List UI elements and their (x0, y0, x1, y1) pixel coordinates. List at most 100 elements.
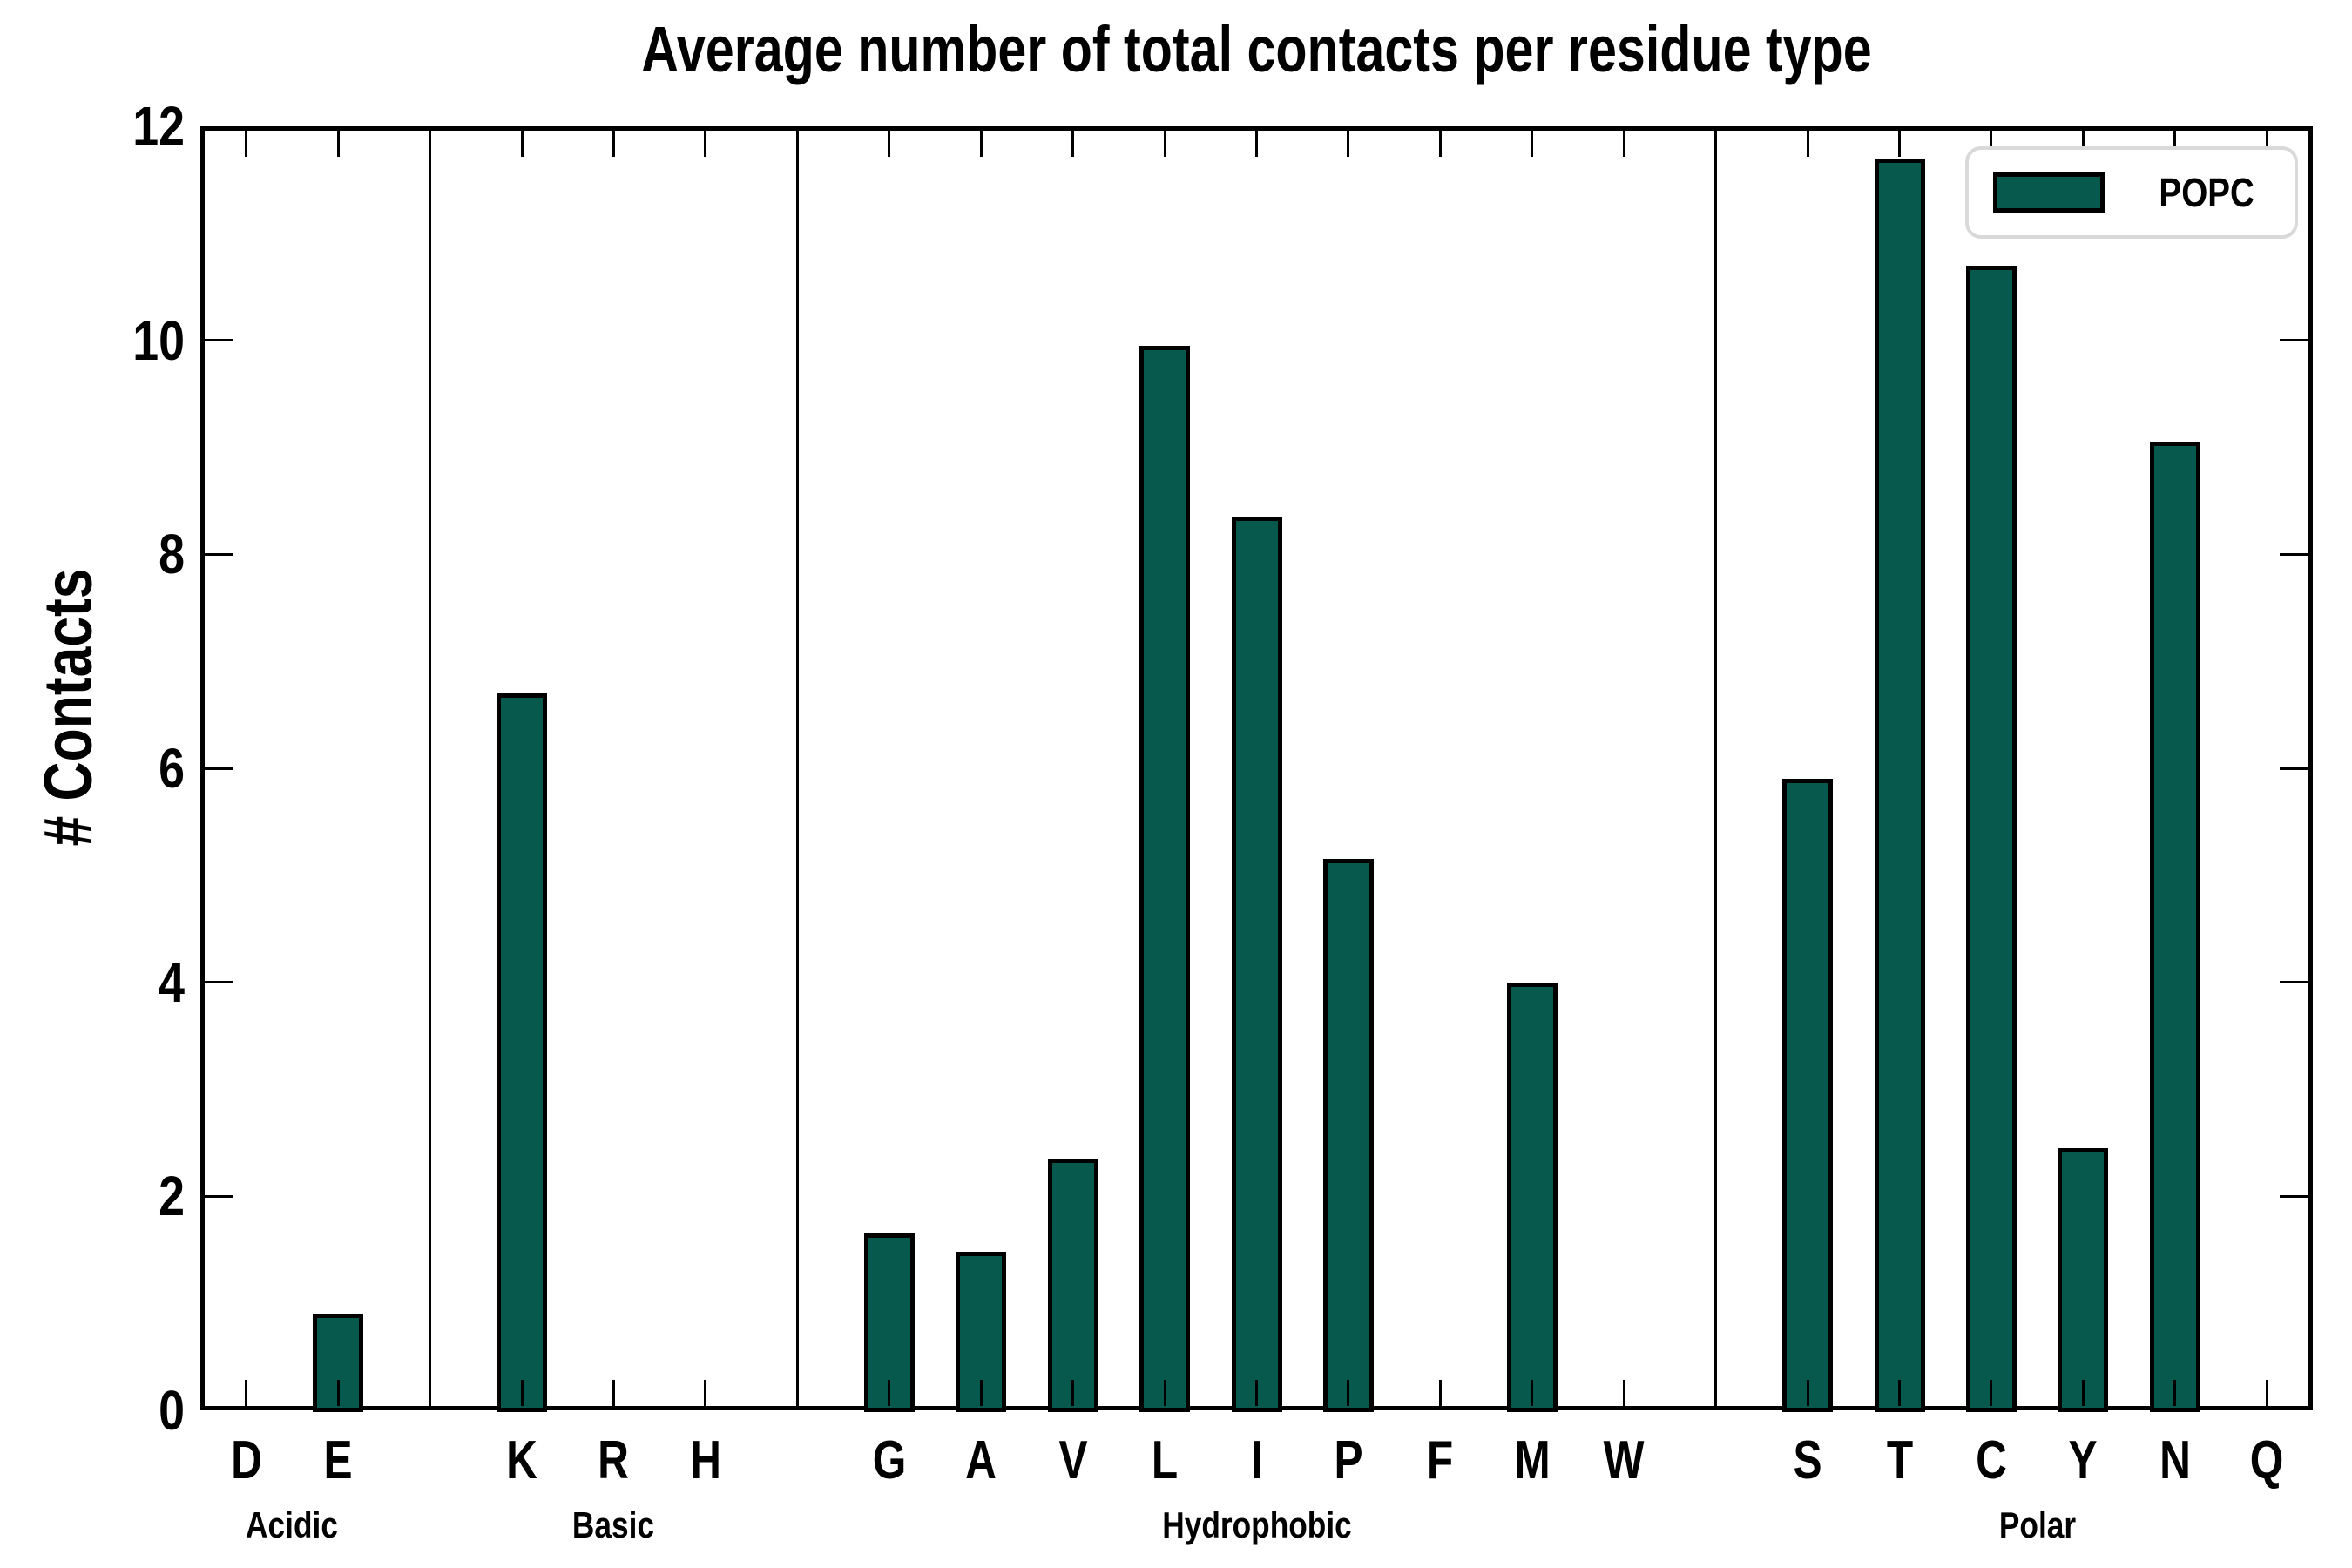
x-tick-top-F (1438, 131, 1442, 157)
x-tick-bottom-D (245, 1380, 248, 1406)
y-tick-right-4 (2280, 981, 2308, 984)
x-tick-label-R: R (598, 1430, 630, 1490)
x-tick-top-C (1990, 131, 1993, 157)
x-tick-bottom-L (1163, 1380, 1166, 1406)
x-tick-bottom-Q (2265, 1380, 2268, 1406)
x-tick-label-W: W (1603, 1430, 1645, 1490)
group-separator-1 (795, 126, 799, 1410)
x-tick-top-A (979, 131, 983, 157)
x-tick-top-P (1347, 131, 1350, 157)
x-tick-label-N: N (2159, 1430, 2191, 1490)
y-tick-label-0: 0 (159, 1379, 185, 1442)
x-tick-bottom-S (1806, 1380, 1809, 1406)
y-tick-left-8 (205, 552, 233, 556)
bar-C (1965, 265, 2017, 1412)
bar-W (1598, 1406, 1650, 1409)
x-tick-bottom-C (1990, 1380, 1993, 1406)
x-tick-top-D (245, 131, 248, 157)
bar-G (863, 1233, 915, 1412)
x-tick-bottom-I (1255, 1380, 1258, 1406)
bar-S (1782, 779, 1834, 1412)
bar-L (1139, 345, 1191, 1412)
y-tick-right-10 (2280, 339, 2308, 342)
x-tick-top-H (704, 131, 707, 157)
y-axis-label: # Contacts (29, 568, 106, 847)
y-tick-label-6: 6 (159, 737, 185, 800)
x-tick-top-V (1071, 131, 1075, 157)
x-tick-label-V: V (1058, 1430, 1088, 1490)
x-tick-label-L: L (1151, 1430, 1179, 1490)
x-tick-bottom-K (520, 1380, 524, 1406)
bar-K (497, 693, 548, 1412)
x-tick-label-I: I (1250, 1430, 1263, 1490)
y-tick-right-6 (2280, 767, 2308, 770)
x-tick-bottom-E (336, 1380, 340, 1406)
x-tick-top-N (2173, 131, 2177, 157)
x-tick-top-M (1531, 131, 1534, 157)
x-tick-top-L (1163, 131, 1166, 157)
bar-D (220, 1406, 272, 1409)
x-tick-bottom-R (612, 1380, 615, 1406)
x-tick-top-Y (2081, 131, 2085, 157)
y-tick-left-10 (205, 339, 233, 342)
bar-P (1322, 859, 1374, 1412)
x-tick-bottom-A (979, 1380, 983, 1406)
x-tick-top-G (888, 131, 891, 157)
group-label-basic: Basic (572, 1504, 655, 1545)
x-tick-top-E (336, 131, 340, 157)
x-tick-label-G: G (872, 1430, 907, 1490)
x-tick-bottom-V (1071, 1380, 1075, 1406)
x-tick-label-P: P (1334, 1430, 1363, 1490)
x-tick-top-K (520, 131, 524, 157)
x-tick-bottom-M (1531, 1380, 1534, 1406)
x-tick-top-W (1622, 131, 1625, 157)
x-tick-bottom-G (888, 1380, 891, 1406)
y-tick-label-10: 10 (132, 308, 185, 372)
x-tick-label-A: A (965, 1430, 997, 1490)
bar-F (1415, 1406, 1466, 1409)
legend-swatch-popc (1992, 172, 2105, 213)
x-tick-top-Q (2265, 131, 2268, 157)
bar-T (1874, 158, 1925, 1412)
bar-V (1047, 1159, 1098, 1412)
x-tick-label-E: E (323, 1430, 353, 1490)
x-tick-label-H: H (689, 1430, 721, 1490)
y-tick-label-2: 2 (159, 1165, 185, 1228)
y-tick-label-8: 8 (159, 523, 185, 586)
group-label-acidic: Acidic (246, 1504, 339, 1545)
x-tick-bottom-F (1438, 1380, 1442, 1406)
x-tick-label-Y: Y (2068, 1430, 2098, 1490)
x-tick-label-F: F (1427, 1430, 1454, 1490)
bar-N (2149, 442, 2200, 1412)
bar-M (1506, 982, 1558, 1412)
chart-title: Average number of total contacts per res… (641, 13, 1872, 85)
x-tick-top-I (1255, 131, 1258, 157)
legend-label: POPC (2159, 170, 2254, 215)
x-tick-bottom-T (1898, 1380, 1902, 1406)
legend: POPC (1964, 146, 2298, 239)
bar-I (1231, 517, 1282, 1412)
y-tick-left-6 (205, 767, 233, 770)
x-tick-bottom-N (2173, 1380, 2177, 1406)
y-tick-label-12: 12 (132, 95, 185, 158)
x-tick-top-S (1806, 131, 1809, 157)
y-tick-left-4 (205, 981, 233, 984)
x-tick-bottom-W (1622, 1380, 1625, 1406)
y-tick-right-8 (2280, 552, 2308, 556)
bar-R (588, 1406, 639, 1409)
x-tick-label-M: M (1514, 1430, 1551, 1490)
group-label-polar: Polar (1998, 1504, 2076, 1545)
bar-Y (2058, 1148, 2109, 1412)
group-separator-2 (1714, 126, 1718, 1410)
x-tick-label-K: K (506, 1430, 537, 1490)
group-separator-0 (429, 126, 432, 1410)
x-tick-bottom-P (1347, 1380, 1350, 1406)
y-tick-right-2 (2280, 1194, 2308, 1198)
x-tick-label-Q: Q (2249, 1430, 2284, 1490)
bar-Q (2241, 1406, 2293, 1409)
y-tick-label-4: 4 (159, 950, 185, 1014)
y-tick-left-2 (205, 1194, 233, 1198)
x-tick-label-S: S (1793, 1430, 1822, 1490)
bar-H (679, 1406, 731, 1409)
